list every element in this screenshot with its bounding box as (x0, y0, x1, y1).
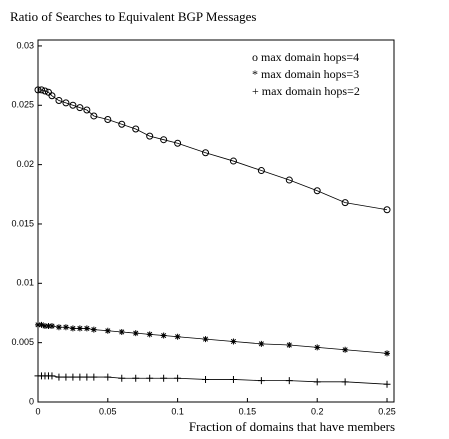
y-tick-label: 0.015 (11, 218, 34, 228)
marker (76, 373, 84, 381)
marker (202, 336, 209, 343)
marker (342, 346, 349, 353)
marker (48, 372, 56, 380)
x-tick-label: 0.1 (171, 406, 184, 416)
marker (230, 338, 237, 345)
marker (384, 350, 391, 357)
marker (90, 373, 98, 381)
marker (174, 374, 182, 382)
legend-entry: + max domain hops=2 (252, 84, 360, 98)
marker (83, 325, 90, 332)
marker (118, 120, 126, 128)
y-tick-label: 0.02 (16, 159, 34, 169)
series-line (38, 324, 388, 354)
marker (229, 157, 237, 165)
marker (257, 377, 265, 385)
x-tick-label: 0.2 (311, 406, 324, 416)
marker (48, 323, 55, 330)
marker (104, 373, 112, 381)
x-tick-label: 0 (35, 406, 40, 416)
marker (62, 324, 69, 331)
marker (146, 132, 154, 140)
marker (174, 333, 181, 340)
marker (174, 139, 182, 147)
marker (118, 374, 126, 382)
marker (202, 149, 210, 157)
marker (69, 373, 77, 381)
marker (45, 323, 52, 330)
y-tick-label: 0 (29, 396, 34, 406)
marker (229, 375, 237, 383)
marker (48, 92, 56, 100)
marker (55, 97, 63, 105)
marker (160, 136, 168, 144)
marker (341, 378, 349, 386)
x-tick-label: 0.05 (99, 406, 117, 416)
marker (383, 380, 391, 388)
marker (44, 88, 52, 96)
marker (118, 328, 125, 335)
marker (286, 342, 293, 349)
marker (285, 377, 293, 385)
marker (90, 112, 98, 120)
marker (132, 374, 140, 382)
marker (83, 106, 91, 114)
marker (62, 373, 70, 381)
marker (38, 321, 45, 328)
marker (257, 167, 265, 175)
marker (62, 99, 70, 107)
legend-entry: o max domain hops=4 (252, 50, 359, 64)
marker (69, 325, 76, 332)
y-tick-label: 0.01 (16, 278, 34, 288)
marker (104, 116, 112, 124)
marker (83, 373, 91, 381)
marker (285, 176, 293, 184)
marker (132, 330, 139, 337)
marker (160, 374, 168, 382)
plot-frame (37, 39, 395, 403)
series-line (38, 89, 388, 211)
marker (146, 374, 154, 382)
marker (34, 86, 42, 94)
marker (90, 326, 97, 333)
marker (69, 101, 77, 109)
marker (258, 340, 265, 347)
marker (132, 125, 140, 133)
marker (146, 331, 153, 338)
legend-entry: * max domain hops=3 (252, 67, 359, 81)
marker (35, 321, 41, 328)
marker (341, 199, 349, 207)
marker (41, 87, 49, 95)
x-tick-label: 0.25 (378, 406, 396, 416)
marker (55, 373, 63, 381)
y-tick-label: 0.03 (16, 40, 34, 50)
marker (313, 378, 321, 386)
marker (41, 323, 48, 330)
marker (160, 332, 167, 339)
y-tick-label: 0.025 (11, 100, 34, 110)
marker (313, 187, 321, 195)
marker (383, 206, 391, 214)
x-tick-label: 0.15 (239, 406, 257, 416)
marker (55, 324, 62, 331)
marker (202, 375, 210, 383)
marker (37, 86, 45, 94)
chart-title: Ratio of Searches to Equivalent BGP Mess… (10, 9, 256, 24)
marker (76, 325, 83, 332)
marker (314, 344, 321, 351)
y-tick-label: 0.005 (11, 337, 34, 347)
x-axis-label: Fraction of domains that have members (189, 419, 395, 434)
marker (104, 327, 111, 334)
marker (76, 104, 84, 112)
